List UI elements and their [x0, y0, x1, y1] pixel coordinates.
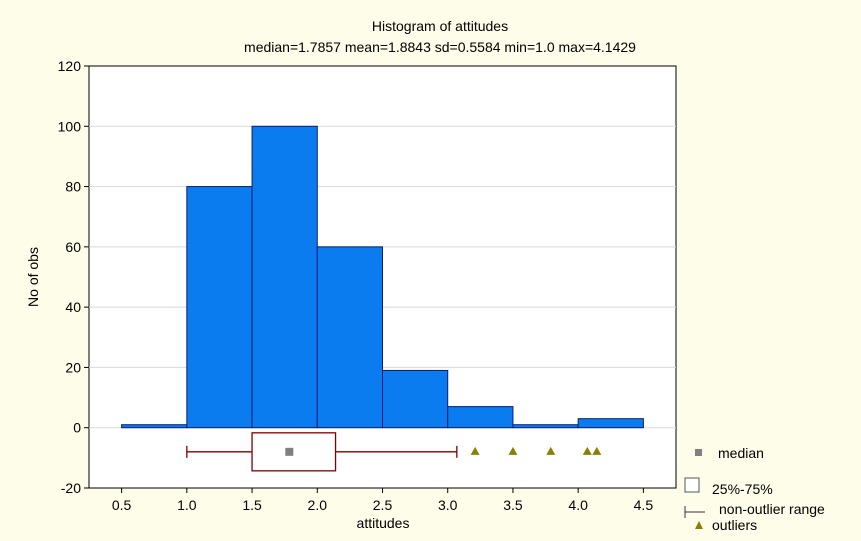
x-tick-label: 3.0	[438, 497, 458, 513]
y-tick-label: 0	[73, 420, 81, 436]
histogram-bar	[512, 424, 579, 429]
x-tick-label: 4.5	[634, 497, 654, 513]
boxplot	[186, 432, 602, 472]
histogram-bars	[121, 125, 644, 429]
x-axis-label: attitudes	[357, 515, 410, 531]
y-tick-label: 40	[65, 299, 81, 315]
y-tick-label: 100	[58, 118, 82, 134]
outlier-marker	[470, 446, 480, 455]
legend-range-label: non-outlier range	[719, 501, 825, 517]
legend-range-marker	[684, 506, 705, 518]
outlier-marker	[508, 446, 518, 455]
y-axis-label: No of obs	[25, 247, 41, 307]
x-tick-label: 3.5	[503, 497, 523, 513]
legend-box-marker	[684, 477, 700, 493]
legend-median-label: median	[718, 445, 764, 461]
outlier-marker	[546, 446, 556, 455]
legend-median-marker	[695, 449, 702, 456]
histogram-bar	[121, 424, 188, 429]
y-tick-label: -20	[61, 480, 81, 496]
x-tick-label: 1.5	[242, 497, 262, 513]
histogram-bar	[382, 369, 449, 429]
x-tick-label: 2.0	[308, 497, 328, 513]
chart-title: Histogram of attitudes	[372, 18, 508, 34]
y-tick-label: 80	[65, 179, 81, 195]
outlier-marker	[582, 446, 592, 455]
x-tick-label: 2.5	[373, 497, 393, 513]
median-marker	[285, 447, 294, 456]
legend-box-label: 25%-75%	[712, 481, 773, 497]
x-tick-label: 0.5	[112, 497, 132, 513]
outlier-marker	[592, 446, 602, 455]
y-ticks: -20 0 20 40 60 80 100 120	[58, 58, 89, 496]
histogram-bar	[316, 246, 383, 429]
y-tick-label: 20	[65, 359, 81, 375]
legend: median 25%-75% non-outlier range outlier…	[684, 445, 825, 533]
iqr-box	[251, 432, 337, 472]
histogram-bar	[186, 186, 253, 429]
x-ticks: 0.5 1.0 1.5 2.0 2.5 3.0 3.5 4.0 4.5	[112, 488, 653, 513]
histogram-bar	[251, 125, 318, 429]
x-tick-label: 1.0	[177, 497, 197, 513]
histogram-bar	[577, 418, 644, 429]
histogram-bar	[447, 406, 514, 429]
legend-outlier-label: outliers	[712, 517, 757, 533]
y-tick-label: 60	[65, 239, 81, 255]
legend-outlier-marker	[695, 521, 703, 529]
y-tick-label: 120	[58, 58, 82, 74]
x-tick-label: 4.0	[568, 497, 588, 513]
chart-subtitle: median=1.7857 mean=1.8843 sd=0.5584 min=…	[244, 39, 636, 55]
